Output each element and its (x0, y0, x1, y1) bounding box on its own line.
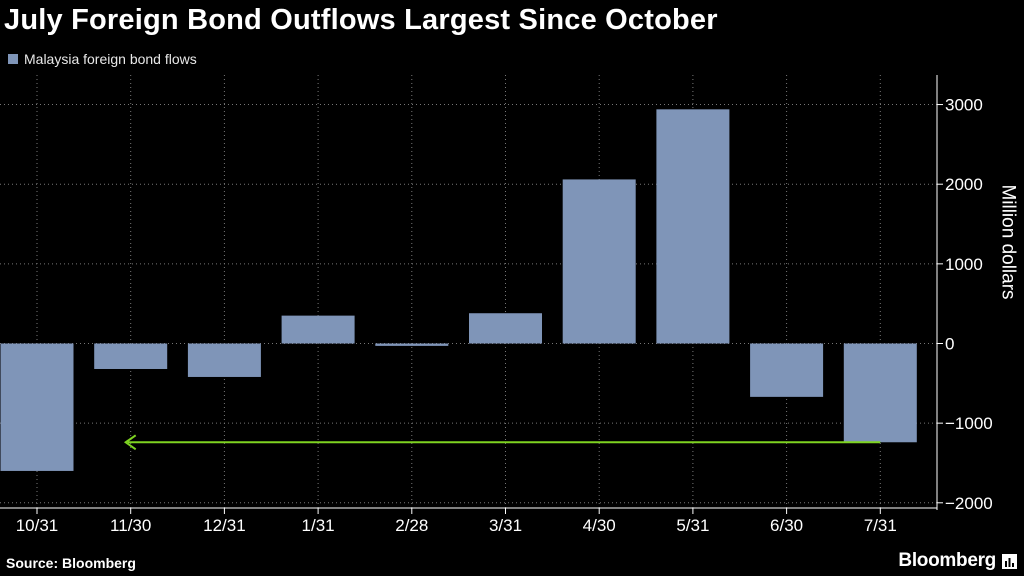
legend-swatch (8, 54, 18, 64)
bar-2/28 (375, 343, 449, 346)
annotation (123, 434, 881, 451)
y-tick-label: −2000 (945, 494, 993, 513)
x-tick-label: 1/31 (302, 516, 335, 535)
bar-1/31 (281, 315, 355, 344)
bar-11/30 (94, 343, 168, 369)
source-note: Source: Bloomberg (6, 555, 136, 571)
x-tick-label: 10/31 (16, 516, 59, 535)
y-axis-label: Million dollars (997, 183, 1019, 300)
legend-label: Malaysia foreign bond flows (24, 51, 197, 67)
bar-7/31 (843, 343, 917, 443)
x-tick-label: 12/31 (203, 516, 246, 535)
x-tick-label: 7/31 (864, 516, 897, 535)
axes: 3000 2000 1000 0 −1000 −2000 10/31 11/30 12/31 1/… (0, 75, 993, 535)
bar-5/31 (656, 109, 730, 344)
y-tick-label: 2000 (945, 175, 983, 194)
bloomberg-logo-icon (1002, 554, 1017, 569)
legend: Malaysia foreign bond flows (8, 51, 197, 67)
bar-12/31 (187, 343, 261, 377)
x-tick-label: 5/31 (676, 516, 709, 535)
y-tick-label: 1000 (945, 255, 983, 274)
x-tick-label: 6/30 (770, 516, 803, 535)
bar-6/30 (750, 343, 824, 397)
x-tick-label: 2/28 (395, 516, 428, 535)
brand-wordmark: Bloomberg (898, 550, 996, 571)
y-tick-label: −1000 (945, 414, 993, 433)
bars (0, 109, 917, 471)
y-tick-label: 0 (945, 335, 954, 354)
x-tick-label: 3/31 (489, 516, 522, 535)
x-tick-label: 4/30 (583, 516, 616, 535)
x-tick-label: 11/30 (110, 516, 151, 535)
annotation-arrow-head (123, 434, 137, 451)
chart-title: July Foreign Bond Outflows Largest Since… (4, 4, 718, 36)
y-tick-label: 3000 (945, 96, 983, 115)
bar-4/30 (562, 179, 636, 344)
bar-3/31 (469, 313, 542, 344)
bar-10/31 (0, 343, 74, 471)
